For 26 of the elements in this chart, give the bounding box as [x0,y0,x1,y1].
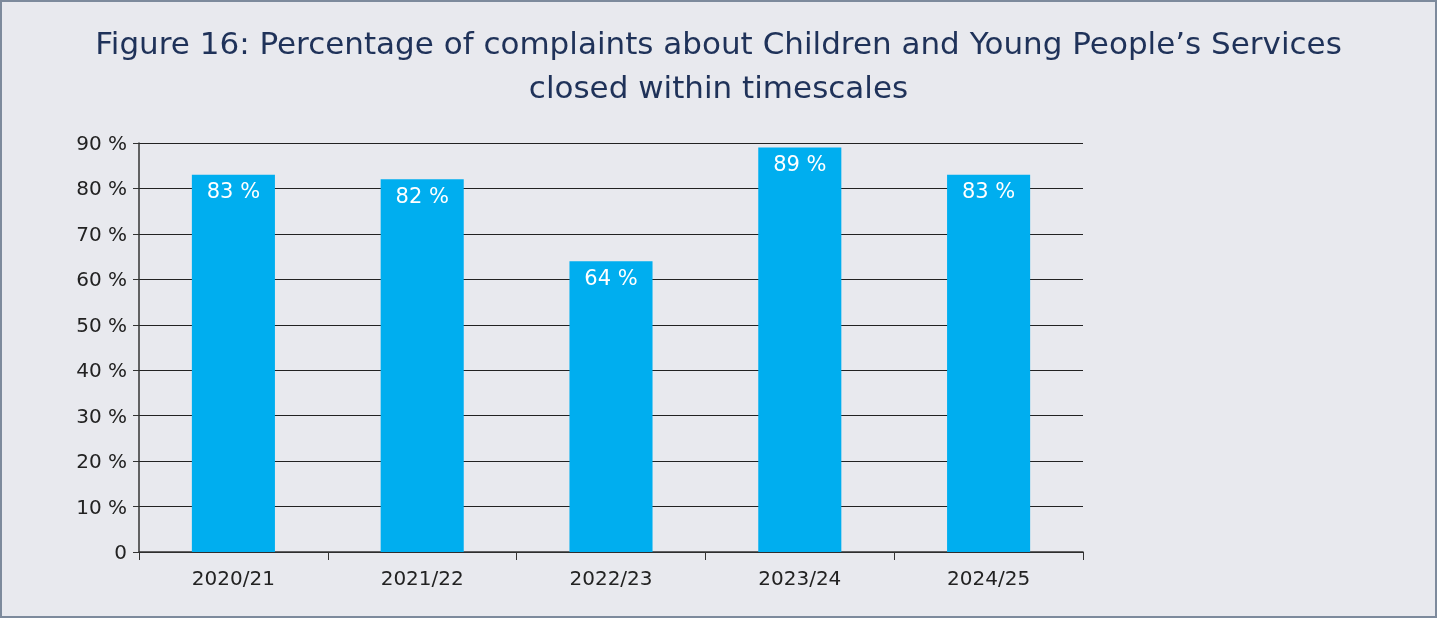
bar [191,174,275,552]
x-tick-label: 2023/24 [758,566,842,590]
x-tick-label: 2024/25 [947,566,1031,590]
bar [947,174,1031,552]
x-tick-label: 2022/23 [569,566,653,590]
x-tick-label: 2020/21 [191,566,275,590]
data-label: 64 % [584,265,638,290]
y-tick-label: 80 % [76,176,127,201]
bar [380,179,464,552]
y-tick-label: 90 % [76,131,127,155]
data-label: 89 % [773,152,827,177]
y-tick-label: 70 % [76,221,127,246]
y-tick-label: 0 [114,540,127,564]
chart-title: Figure 16: Percentage of complaints about Children and Young People’s Services closed within timescales [95,25,1342,105]
bar [758,147,842,552]
x-tick-label: 2021/22 [380,566,464,590]
y-tick-label: 20 % [76,449,127,474]
bar [569,261,653,552]
data-label: 82 % [395,183,449,208]
y-tick-label: 60 % [76,267,127,292]
data-label: 83 % [206,179,261,204]
y-tick-label: 30 % [76,403,127,428]
y-tick-label: 10 % [76,494,127,519]
data-label: 83 % [961,179,1016,204]
y-tick-label: 40 % [76,358,127,383]
y-tick-label: 50 % [76,312,127,337]
